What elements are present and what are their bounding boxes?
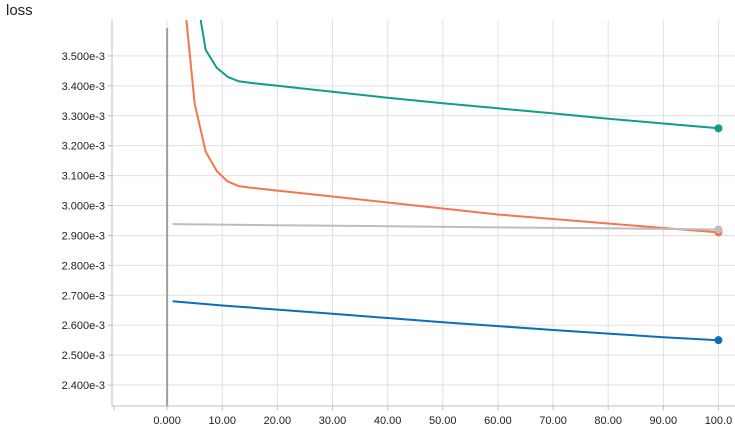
y-tick-label: 2.900e-3 bbox=[62, 230, 105, 242]
series-endpoint-3 bbox=[714, 225, 723, 234]
y-tick-label: 2.800e-3 bbox=[62, 260, 105, 272]
y-tick-label: 2.500e-3 bbox=[62, 350, 105, 362]
y-tick-label: 3.200e-3 bbox=[62, 141, 105, 153]
y-tick-label: 2.400e-3 bbox=[62, 380, 105, 392]
y-tick-label: 3.000e-3 bbox=[62, 201, 105, 213]
y-tick-label: 3.500e-3 bbox=[62, 51, 105, 63]
x-tick-label: 60.00 bbox=[484, 415, 512, 427]
x-tick-label: 10.00 bbox=[208, 415, 236, 427]
chart-title: loss bbox=[6, 2, 33, 19]
x-tick-label: 100.0 bbox=[705, 415, 733, 427]
series-line-1 bbox=[199, 20, 719, 130]
y-tick-label: 2.700e-3 bbox=[62, 290, 105, 302]
y-tick-label: 3.400e-3 bbox=[62, 81, 105, 93]
x-tick-label: 0.000 bbox=[153, 415, 181, 427]
series-line-2 bbox=[185, 20, 719, 234]
x-tick-label: 90.00 bbox=[650, 415, 678, 427]
series-line-4 bbox=[172, 300, 719, 342]
y-tick-label: 3.300e-3 bbox=[62, 111, 105, 123]
x-tick-label: 50.00 bbox=[429, 415, 457, 427]
x-tick-label: 70.00 bbox=[539, 415, 567, 427]
series-endpoint-1 bbox=[714, 124, 723, 133]
x-tick-label: 20.00 bbox=[264, 415, 292, 427]
series-endpoint-4 bbox=[714, 336, 723, 345]
x-tick-label: 30.00 bbox=[319, 415, 347, 427]
y-tick-label: 3.100e-3 bbox=[62, 171, 105, 183]
x-tick-label: 40.00 bbox=[374, 415, 402, 427]
series-line-3 bbox=[172, 223, 719, 231]
y-tick-label: 2.600e-3 bbox=[62, 320, 105, 332]
x-tick-label: 80.00 bbox=[594, 415, 622, 427]
